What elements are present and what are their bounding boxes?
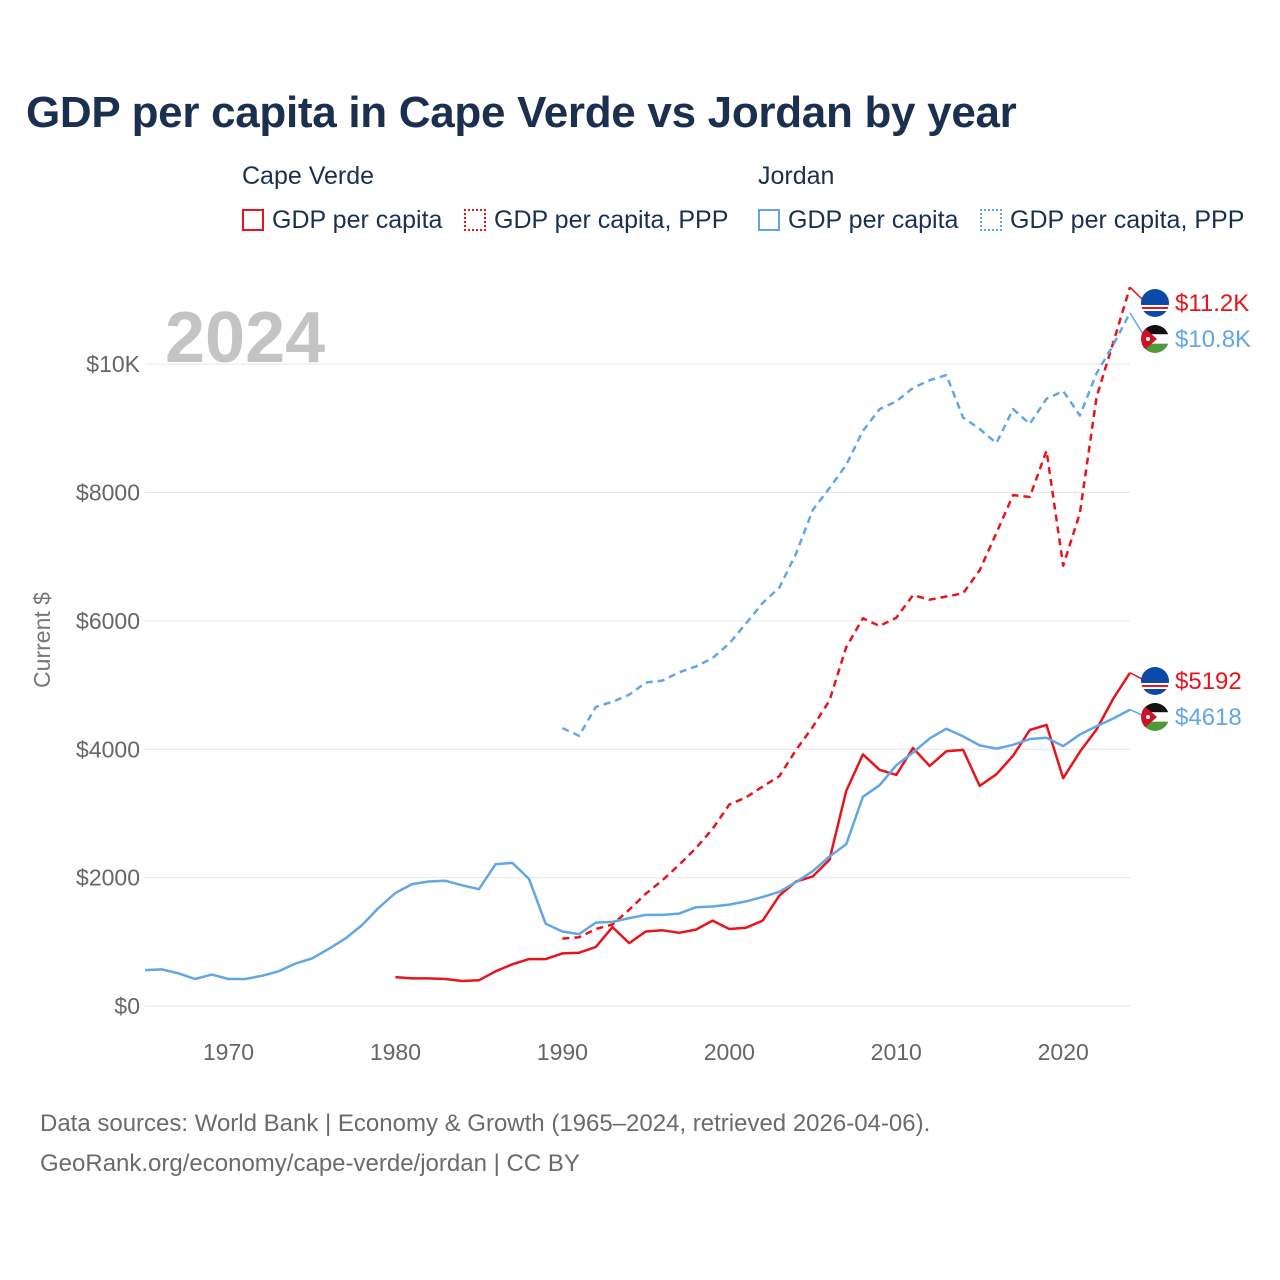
cape-verde-flag-icon: [1141, 667, 1169, 695]
y-tick-label: $8000: [76, 480, 140, 506]
series-line-jo-ppp[interactable]: [561, 312, 1132, 738]
y-tick-label: $6000: [76, 608, 140, 634]
line-chart: 2024 Current $ $0 $2000 $4000 $6000 $8000 $10…: [29, 286, 1251, 1065]
end-label-group-cv-gdp: $5192: [1129, 667, 1242, 695]
legend-label: GDP per capita: [788, 205, 959, 234]
year-watermark: 2024: [165, 298, 325, 378]
end-value-label: $11.2K: [1175, 290, 1249, 317]
legend-swatch-dotted-blue: [980, 209, 1002, 231]
cape-verde-flag-icon: [1141, 289, 1169, 317]
footer-sources: Data sources: World Bank | Economy & Gro…: [40, 1110, 931, 1137]
y-tick-label: $4000: [76, 736, 140, 762]
x-tick-label: 1970: [203, 1039, 254, 1065]
legend-label: GDP per capita, PPP: [494, 205, 729, 234]
series-line-cv-ppp[interactable]: [562, 286, 1132, 940]
end-value-label: $4618: [1175, 704, 1242, 731]
series-line-jo-gdp[interactable]: [144, 708, 1131, 981]
legend-item-jordan-ppp[interactable]: GDP per capita, PPP: [980, 204, 1244, 236]
y-axis-label: Current $: [29, 592, 55, 688]
jordan-flag-icon: [1141, 703, 1169, 731]
x-tick-label: 2020: [1038, 1039, 1089, 1065]
footer-link[interactable]: GeoRank.org/economy/cape-verde/jordan | …: [40, 1150, 580, 1177]
end-value-label: $10.8K: [1175, 326, 1251, 353]
legend-group-cape-verde: Cape Verde: [242, 162, 375, 190]
legend-item-jordan-gdp[interactable]: GDP per capita: [758, 204, 958, 236]
series-line-cv-gdp[interactable]: [395, 672, 1132, 983]
legend-swatch-solid-red: [242, 209, 264, 231]
end-value-label: $5192: [1175, 668, 1242, 695]
legend-swatch-dotted-red: [464, 209, 486, 231]
x-tick-label: 2010: [871, 1039, 922, 1065]
footer: Data sources: World Bank | Economy & Gro…: [40, 1104, 930, 1184]
y-tick-label: $10K: [86, 351, 140, 377]
x-tick-label: 2000: [704, 1039, 755, 1065]
y-tick-label: $2000: [76, 865, 140, 891]
legend-group-jordan: Jordan: [758, 162, 835, 190]
legend-item-cape-verde-gdp[interactable]: GDP per capita: [242, 204, 442, 236]
legend-swatch-solid-blue: [758, 209, 780, 231]
x-tick-label: 1990: [537, 1039, 588, 1065]
x-tick-label: 1980: [370, 1039, 421, 1065]
legend-label: GDP per capita: [272, 205, 443, 234]
legend-item-cape-verde-ppp[interactable]: GDP per capita, PPP: [464, 204, 728, 236]
end-label-group-cv-ppp: $11.2K: [1129, 286, 1249, 317]
end-label-group-jo-ppp: $10.8K: [1129, 312, 1251, 353]
jordan-flag-icon: [1141, 325, 1169, 353]
legend-label: GDP per capita, PPP: [1010, 205, 1245, 234]
end-label-group-jo-gdp: $4618: [1129, 703, 1242, 731]
chart-title: GDP per capita in Cape Verde vs Jordan b…: [26, 88, 1017, 137]
y-tick-label: $0: [114, 993, 140, 1019]
